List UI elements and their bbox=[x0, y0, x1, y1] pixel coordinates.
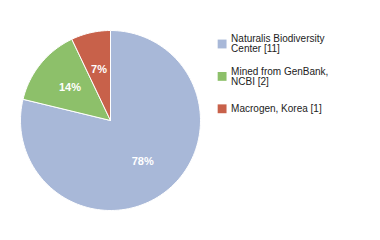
svg-text:Macrogen, Korea [1]: Macrogen, Korea [1] bbox=[231, 103, 322, 114]
svg-text:78%: 78% bbox=[132, 155, 154, 167]
svg-text:Mined from GenBank,NCBI [2]: Mined from GenBank,NCBI [2] bbox=[231, 66, 328, 87]
svg-text:Naturalis BiodiversityCenter [: Naturalis BiodiversityCenter [11] bbox=[231, 33, 324, 54]
svg-text:7%: 7% bbox=[91, 63, 107, 75]
svg-text:14%: 14% bbox=[59, 81, 81, 93]
